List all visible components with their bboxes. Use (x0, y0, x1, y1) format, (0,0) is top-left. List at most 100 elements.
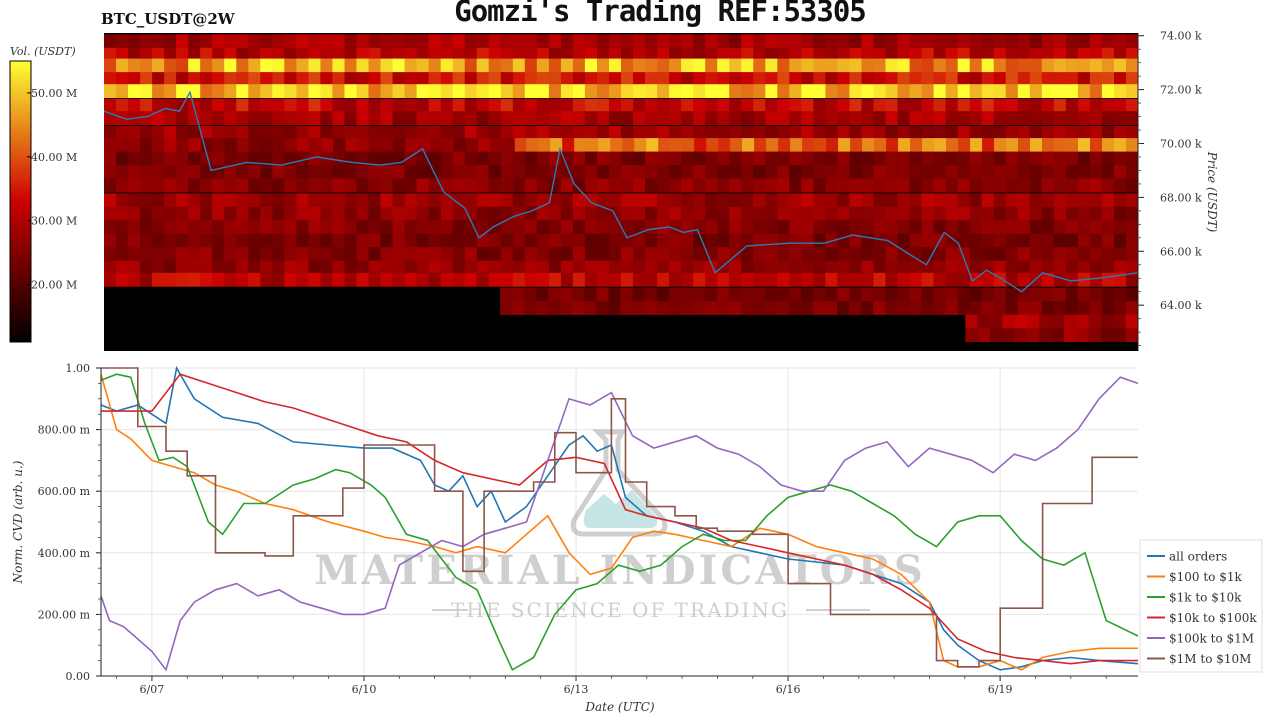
heatmap-cell (536, 301, 549, 315)
heatmap-cell (753, 151, 766, 166)
heatmap-cell (260, 247, 273, 262)
heatmap-cell (1101, 178, 1115, 193)
heatmap-cell (272, 233, 285, 248)
heatmap-cell (128, 47, 141, 62)
heatmap-cell (200, 111, 213, 126)
heatmap-cell (1125, 314, 1139, 329)
heatmap-cell (248, 165, 261, 179)
heatmap-cell (128, 220, 141, 235)
heatmap-cell (260, 165, 273, 179)
heatmap-cell (825, 247, 838, 262)
heatmap-cell (933, 47, 947, 62)
heatmap-cell (741, 272, 754, 287)
heatmap-cell (825, 260, 838, 275)
heatmap-cell (813, 260, 826, 275)
heatmap-cell (1101, 220, 1115, 235)
heatmap-cell (1065, 84, 1079, 99)
heatmap-cell (801, 206, 814, 221)
heatmap-cell (536, 165, 550, 179)
heatmap-cell (909, 34, 923, 49)
heatmap-cell (681, 206, 694, 221)
heatmap-cell (621, 111, 634, 126)
heatmap-cell (548, 111, 562, 126)
heatmap-cell (705, 126, 718, 140)
heatmap-cell (212, 178, 225, 193)
heatmap-cell (1077, 193, 1091, 208)
heatmap-cell (825, 126, 838, 140)
cvd-plot-area (101, 368, 1138, 676)
heatmap-cell (669, 58, 682, 73)
heatmap-cell (693, 72, 706, 86)
heatmap-cell (560, 301, 573, 315)
heatmap-cell (981, 193, 995, 208)
heatmap-cell (368, 220, 381, 235)
heatmap-cell (512, 72, 526, 86)
heatmap-cell (633, 178, 646, 193)
heatmap-cell (152, 84, 165, 99)
heatmap-cell (681, 84, 694, 99)
heatmap-cell (452, 151, 466, 166)
heatmap-cell (212, 247, 225, 262)
heatmap-cell (945, 72, 959, 86)
heatmap-cell (524, 247, 538, 262)
heatmap-cell (597, 58, 610, 73)
heatmap-cell (1006, 138, 1019, 152)
heatmap-cell (1114, 72, 1127, 86)
heatmap-cell (1089, 247, 1103, 262)
heatmap-cell (428, 34, 442, 49)
heatmap-cell (981, 84, 995, 99)
heatmap-cell (693, 233, 706, 248)
heatmap-cell (645, 233, 658, 248)
heatmap-cell (885, 206, 898, 221)
heatmap-cell (320, 165, 333, 179)
heatmap-cell (1017, 126, 1031, 140)
heatmap-cell (116, 99, 129, 113)
heatmap-cell (777, 72, 790, 86)
heatmap-cell (754, 138, 767, 152)
heatmap-cell (1017, 220, 1031, 235)
heatmap-cell (1126, 260, 1139, 275)
heatmap-cell (813, 99, 826, 113)
heatmap-cell (284, 34, 297, 49)
heatmap-cell (248, 72, 261, 86)
heatmap-cell (116, 72, 129, 86)
heatmap-cell (1053, 272, 1067, 287)
heatmap-cell (368, 126, 381, 140)
heatmap-cell (1053, 220, 1067, 235)
heatmap-cell (1041, 165, 1055, 179)
heatmap-cell (1101, 233, 1115, 248)
heatmap-cell (717, 233, 730, 248)
heatmap-cell (1077, 165, 1091, 179)
heatmap-cell (332, 34, 345, 49)
heatmap-cell (452, 272, 466, 287)
heatmap-cell (536, 206, 550, 221)
heatmap-cell (380, 58, 393, 73)
heatmap-cell (789, 151, 802, 166)
heatmap-cell (813, 287, 826, 302)
heatmap-cell (909, 301, 922, 315)
heatmap-cell (1077, 111, 1091, 126)
heatmap-cell (969, 247, 983, 262)
heatmap-cell (128, 178, 141, 193)
heatmap-cell (344, 165, 357, 179)
heatmap-cell (584, 178, 598, 193)
heatmap-cell (488, 58, 502, 73)
heatmap-cell (1114, 247, 1127, 262)
heatmap-cell (633, 58, 646, 73)
heatmap-cell (921, 111, 935, 126)
heatmap-cell (668, 301, 682, 315)
heatmap-cell (933, 220, 947, 235)
heatmap-cell (536, 58, 550, 73)
heatmap-cell (416, 58, 430, 73)
heatmap-cell (909, 84, 923, 99)
heatmap-cell (1053, 287, 1067, 302)
heatmap-cell (272, 165, 285, 179)
heatmap-cell (1053, 151, 1067, 166)
heatmap-cell (741, 126, 754, 140)
heatmap-cell (356, 84, 369, 99)
heatmap-cell (380, 272, 393, 287)
heatmap-cell (572, 58, 586, 73)
heatmap-cell (1053, 84, 1067, 99)
heatmap-cell (789, 34, 802, 49)
heatmap-cell (801, 178, 814, 193)
